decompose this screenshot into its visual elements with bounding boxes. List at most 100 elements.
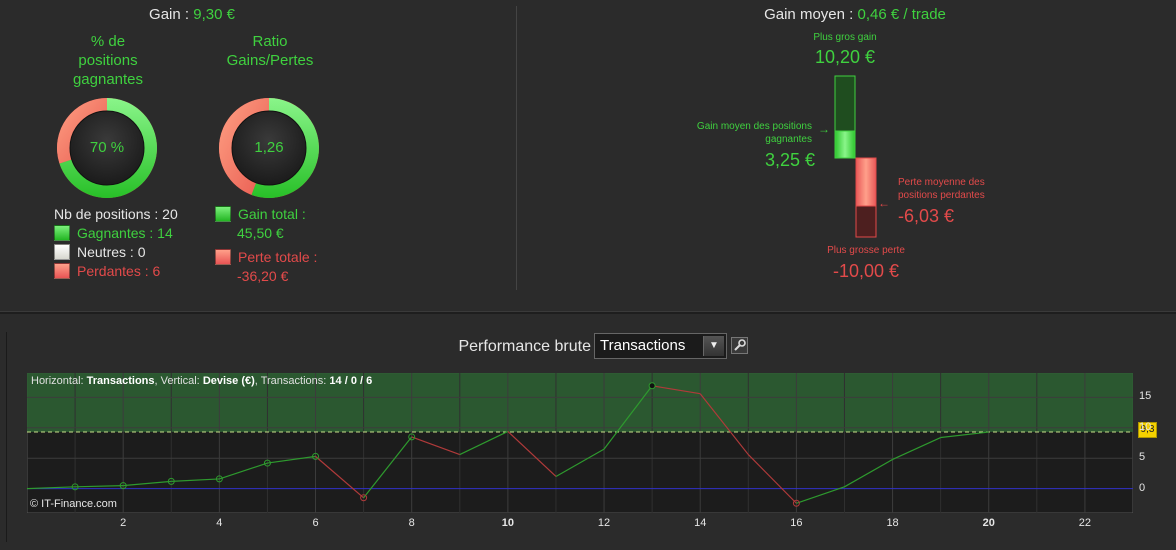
x-tick-label: 14: [694, 517, 707, 529]
header-vertical-value: Devise (€): [202, 375, 255, 387]
gain-segment: [75, 485, 124, 488]
donut-charts: [56, 98, 319, 198]
performance-title: Performance brute: [458, 338, 591, 355]
arrow-right-icon: →: [818, 122, 830, 136]
x-tick-label: 16: [790, 517, 803, 529]
gain-segment: [171, 478, 220, 482]
positive-zone: [27, 373, 1133, 433]
x-tick-label: 8: [408, 517, 415, 529]
loss-segment: [507, 430, 557, 477]
plus-gros-gain-label: Plus gros gain: [813, 32, 877, 43]
header-loss-count: 6: [366, 375, 373, 387]
loss-segment: [652, 385, 701, 395]
gain-segment: [892, 436, 941, 460]
data-point: [215, 475, 223, 483]
y-tick-label: 5: [1139, 451, 1146, 464]
header-neutral-count: 0: [350, 375, 357, 387]
data-point: [312, 452, 320, 460]
copyright: © IT-Finance.com: [30, 498, 117, 510]
gagnantes-label: Gagnantes : 14: [77, 225, 173, 241]
gain-value: 9,30 €: [193, 6, 235, 23]
gain-moyen-pos-label: Gain moyen des positions gagnantes: [672, 120, 812, 146]
performance-chart: [26, 372, 1134, 514]
avg-gain-bar: [834, 130, 856, 159]
loss-segment: [747, 454, 797, 504]
x-tick-label: 6: [312, 517, 319, 529]
gain-segment: [267, 455, 316, 464]
gain-segment: [123, 480, 172, 487]
select-value: Transactions: [600, 337, 686, 354]
green-swatch-icon: [54, 225, 70, 241]
x-tick-label: 20: [982, 517, 995, 529]
y-tick-label: 0: [1139, 481, 1146, 494]
pct-title-line: positions: [78, 52, 138, 69]
perte-moyenne-line: Perte moyenne des: [898, 177, 985, 188]
pct-losing-arc: [56, 98, 107, 164]
header-horizontal-label: Horizontal:: [31, 375, 84, 387]
ratio-title-line: Gains/Pertes: [226, 52, 314, 69]
legend-gain-total: Gain total :: [215, 206, 306, 222]
y-tick-label: 10: [1139, 420, 1152, 433]
gain-segment: [219, 462, 268, 480]
current-value-badge: 9,3: [1138, 422, 1157, 438]
max-gain-bar: [834, 75, 856, 132]
perte-totale-value: -36,20 €: [237, 268, 289, 284]
x-tick-label: 22: [1078, 517, 1092, 529]
transactions-select[interactable]: Transactions ▼: [594, 333, 727, 359]
wrench-icon: [734, 339, 746, 351]
gain-moyen-pos-line: Gain moyen des positions: [696, 121, 812, 132]
data-point: [792, 499, 800, 507]
gain-total-value: 45,50 €: [237, 225, 284, 241]
chevron-down-icon[interactable]: ▼: [703, 336, 724, 356]
gain-segment: [844, 458, 893, 488]
x-tick-label: 10: [501, 517, 514, 529]
ratio-gain-arc: [251, 98, 319, 198]
x-tick-label: 2: [120, 517, 127, 529]
perte-moyenne-value: -6,03 €: [898, 206, 955, 226]
gain-title: Gain : 9,30 €: [0, 6, 384, 23]
red-swatch-icon: [54, 263, 70, 279]
settings-button[interactable]: [731, 337, 748, 354]
gain-segment: [363, 436, 413, 499]
arrow-left-icon: ←: [878, 196, 890, 210]
x-tick-label: 4: [216, 517, 223, 529]
red-swatch-icon: [215, 249, 231, 265]
data-point: [263, 459, 271, 467]
header-sep: /: [341, 375, 351, 387]
loss-segment: [411, 436, 460, 456]
data-point: [71, 483, 79, 491]
x-tick-label: 12: [597, 517, 611, 529]
ratio-title: Ratio Gains/Pertes: [205, 32, 335, 70]
legend-neutres: Neutres : 0: [54, 244, 145, 260]
gain-label: Gain :: [149, 6, 190, 23]
data-point: [119, 482, 127, 490]
plus-grosse-perte-label: Plus grosse perte: [827, 245, 905, 256]
green-swatch-icon: [215, 206, 231, 222]
pct-title-line: gagnantes: [72, 71, 144, 88]
gain-segment: [555, 448, 605, 477]
max-loss-bar: [855, 205, 877, 238]
gain-moyen-pos-value: 3,25 €: [764, 150, 815, 170]
pct-winning-value: 70 %: [89, 139, 125, 156]
legend-gagnantes: Gagnantes : 14: [54, 225, 173, 241]
plus-grosse-perte-value: -10,00 €: [832, 261, 900, 281]
ratio-title-line: Ratio: [252, 33, 288, 50]
header-win-count: 14: [329, 375, 342, 387]
plus-gros-gain-value: 10,20 €: [814, 47, 876, 67]
perte-moyenne-line: positions perdantes: [898, 190, 985, 201]
left-edge: [6, 332, 7, 542]
pct-winning-donut: [56, 98, 157, 198]
gain-moyen-title: Gain moyen : 0,46 € / trade: [660, 6, 1050, 23]
legend-perdantes: Perdantes : 6: [54, 263, 160, 279]
gain-segment: [459, 430, 509, 456]
header-sep: /: [356, 375, 367, 387]
chart-header: Horizontal: Transactions, Vertical: Devi…: [31, 375, 372, 387]
neutres-label: Neutres : 0: [77, 244, 146, 260]
gain-moyen-bars: [834, 75, 877, 238]
x-tick-label: 18: [886, 517, 899, 529]
perte-moyenne-label: Perte moyenne des positions perdantes: [898, 176, 1038, 202]
loss-segment: [699, 393, 749, 455]
gain-segment: [796, 486, 845, 504]
data-point: [408, 433, 416, 441]
data-point: [167, 477, 175, 485]
